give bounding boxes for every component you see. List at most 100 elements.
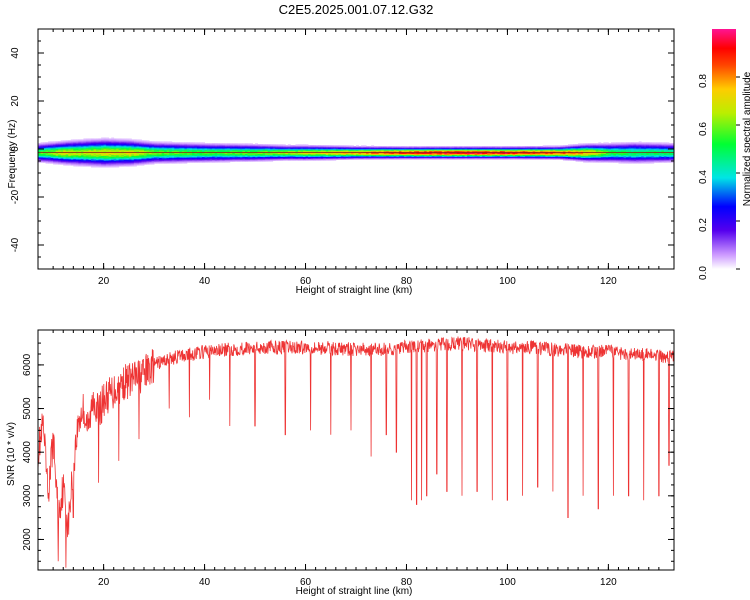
heatmap-cell [73, 158, 77, 160]
heatmap-cell [636, 149, 640, 152]
heatmap-cell [313, 152, 317, 155]
heatmap-cell [456, 147, 460, 149]
heatmap-cell [305, 144, 309, 146]
heatmap-cell [626, 159, 629, 161]
heatmap-cell [628, 158, 632, 160]
heatmap-cell [328, 146, 332, 148]
heatmap-cell [593, 153, 597, 156]
heatmap-cell [573, 159, 576, 161]
heatmap-cell [398, 147, 402, 149]
heatmap-cell [280, 159, 284, 161]
heatmap-cell [388, 157, 392, 159]
heatmap-cell [666, 154, 670, 157]
heatmap-cell [103, 144, 107, 146]
heatmap-cell [590, 150, 594, 153]
heatmap-cell [265, 149, 269, 152]
heatmap-cell [282, 156, 286, 158]
heatmap-cell [487, 150, 491, 153]
heatmap-cell [502, 157, 506, 159]
heatmap-cell [598, 146, 602, 148]
heatmap-cell [310, 145, 314, 147]
heatmap-cell [116, 157, 120, 159]
heatmap-cell [53, 149, 57, 152]
heatmap-cell [668, 146, 672, 148]
heatmap-cell [111, 159, 115, 161]
heatmap-cell [633, 161, 637, 163]
heatmap-cell [159, 157, 163, 159]
heatmap-cell [118, 162, 122, 164]
heatmap-cell [600, 150, 604, 153]
heatmap-cell [547, 152, 551, 155]
heatmap-cell [166, 158, 170, 160]
heatmap-cell [126, 155, 130, 157]
colorbar-ticks: 0.00.20.40.60.8 [698, 74, 740, 280]
heatmap-cell [479, 147, 483, 149]
heatmap-cell [197, 144, 200, 146]
heatmap-cell [121, 163, 125, 165]
heatmap-cell [333, 159, 337, 161]
heatmap-cell [239, 159, 243, 161]
heatmap-cell [73, 159, 77, 161]
heatmap-cell [169, 157, 173, 159]
heatmap-cell [179, 147, 183, 149]
heatmap-cell [557, 149, 561, 151]
heatmap-cell [98, 160, 102, 162]
heatmap-cell [83, 165, 87, 167]
heatmap-cell [63, 144, 67, 146]
heatmap-cell [537, 150, 541, 153]
heatmap-cell [108, 139, 112, 141]
heatmap-cell [590, 159, 594, 161]
heatmap-cell [388, 147, 392, 149]
heatmap-cell [179, 158, 183, 160]
heatmap-cell [472, 152, 476, 155]
heatmap-cell [568, 153, 571, 156]
heatmap-cell [350, 157, 354, 159]
heatmap-cell [403, 157, 407, 159]
heatmap-cell [169, 152, 173, 155]
heatmap-cell [40, 142, 44, 144]
heatmap-cell [214, 146, 218, 148]
heatmap-cell [487, 155, 491, 157]
heatmap-cell [568, 149, 571, 151]
heatmap-cell [527, 153, 531, 156]
heatmap-cell [403, 150, 407, 153]
heatmap-cell [610, 149, 614, 152]
heatmap-cell [340, 148, 344, 150]
heatmap-cell [414, 153, 417, 156]
heatmap-cell [525, 150, 529, 153]
heatmap-cell [303, 150, 306, 153]
heatmap-cell [378, 152, 382, 155]
heatmap-cell [214, 154, 218, 157]
heatmap-cell [583, 152, 587, 155]
heatmap-cell [214, 159, 218, 161]
heatmap-cell [116, 148, 120, 150]
heatmap-cell [590, 148, 594, 150]
heatmap-cell [151, 146, 155, 148]
heatmap-cell [638, 141, 642, 143]
heatmap-cell [535, 155, 539, 157]
heatmap-cell [197, 150, 200, 153]
heatmap-cell [181, 162, 185, 164]
heatmap-cell [234, 160, 238, 162]
heatmap-cell [583, 146, 587, 148]
heatmap-cell [656, 149, 660, 152]
heatmap-cell [565, 154, 569, 157]
heatmap-cell [272, 157, 276, 159]
heatmap-cell [623, 144, 627, 146]
heatmap-cell [121, 153, 125, 156]
heatmap-cell [68, 153, 72, 156]
heatmap-cell [126, 147, 130, 149]
heatmap-cell [136, 155, 140, 157]
heatmap-cell [588, 157, 592, 159]
heatmap-cell [517, 149, 521, 152]
heatmap-cell [277, 154, 281, 157]
heatmap-cell [409, 152, 412, 155]
heatmap-cell [123, 162, 127, 164]
heatmap-cell [540, 149, 544, 151]
heatmap-cell [128, 145, 132, 147]
heatmap-cell [265, 149, 269, 151]
heatmap-cell [482, 155, 486, 157]
heatmap-cell [456, 157, 460, 159]
heatmap-cell [171, 148, 175, 150]
heatmap-cell [98, 143, 102, 145]
